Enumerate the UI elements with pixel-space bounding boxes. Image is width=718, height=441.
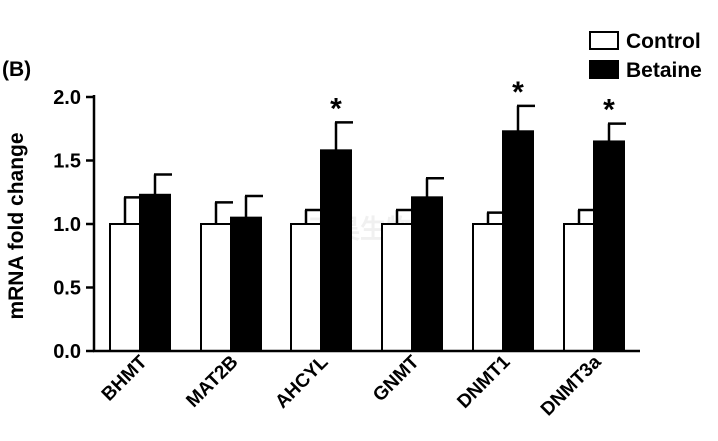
bar-betaine [230,216,262,352]
bar-betaine [411,196,443,352]
bars: * * * [109,76,626,352]
y-axis: 0.0 0.5 1.0 1.5 2.0 [53,87,96,363]
bar-control [200,223,232,352]
legend-swatch-betaine [589,60,619,79]
significance-marker: * [330,92,342,125]
significance-marker: * [603,94,615,127]
bar-control [563,223,595,352]
y-axis-label: mRNA fold change [5,132,28,319]
bar-control [472,223,504,352]
significance-marker: * [512,76,524,109]
y-tick-label: 2.0 [53,87,81,109]
x-tick-label: DNMT3a [537,351,606,420]
panel-label: (B) [2,58,31,81]
y-tick-label: 0.0 [53,341,81,363]
x-tick-label: MAT2B [182,352,242,412]
y-tick-label: 0.5 [53,278,81,300]
x-axis: BHMT MAT2B AHCYL GNMT DNMT1 DNMT3a [93,349,640,420]
legend: Control Betaine [589,30,702,82]
x-tick-label: AHCYL [271,351,332,412]
bar-betaine [320,149,352,352]
x-tick-label: DNMT1 [453,351,514,412]
legend-swatch-control [589,31,619,50]
bar-betaine [139,193,171,352]
bar-control [290,223,322,352]
y-tick-label: 1.0 [53,214,81,236]
bar-betaine [593,140,625,352]
legend-label-control: Control [626,30,701,53]
x-tick-label: BHMT [98,351,152,405]
x-tick-label: GNMT [369,351,424,406]
legend-label-betaine: Betaine [626,59,702,82]
bar-betaine [502,130,534,352]
y-tick-label: 1.5 [53,151,81,173]
bar-control [109,223,141,352]
bar-control [381,223,413,352]
